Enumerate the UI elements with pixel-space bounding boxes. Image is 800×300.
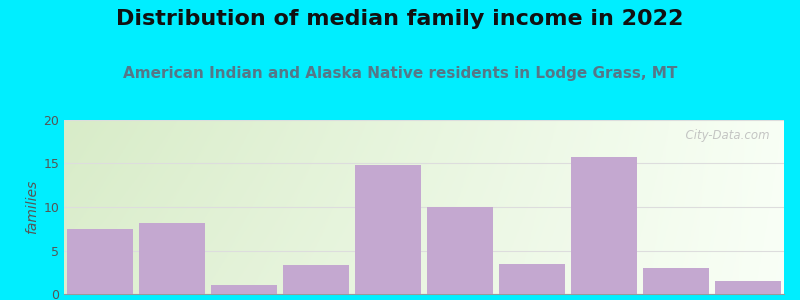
Text: American Indian and Alaska Native residents in Lodge Grass, MT: American Indian and Alaska Native reside… — [123, 66, 677, 81]
Bar — [499, 263, 565, 294]
Bar — [67, 229, 133, 294]
Bar — [643, 268, 709, 294]
Bar — [427, 207, 493, 294]
Bar — [211, 285, 277, 294]
Text: Distribution of median family income in 2022: Distribution of median family income in … — [116, 9, 684, 29]
Y-axis label: families: families — [25, 180, 39, 234]
Bar — [715, 281, 781, 294]
Bar — [139, 223, 205, 294]
Bar — [283, 265, 349, 294]
Bar — [571, 158, 637, 294]
Text: City-Data.com: City-Data.com — [678, 129, 770, 142]
Bar — [355, 165, 421, 294]
